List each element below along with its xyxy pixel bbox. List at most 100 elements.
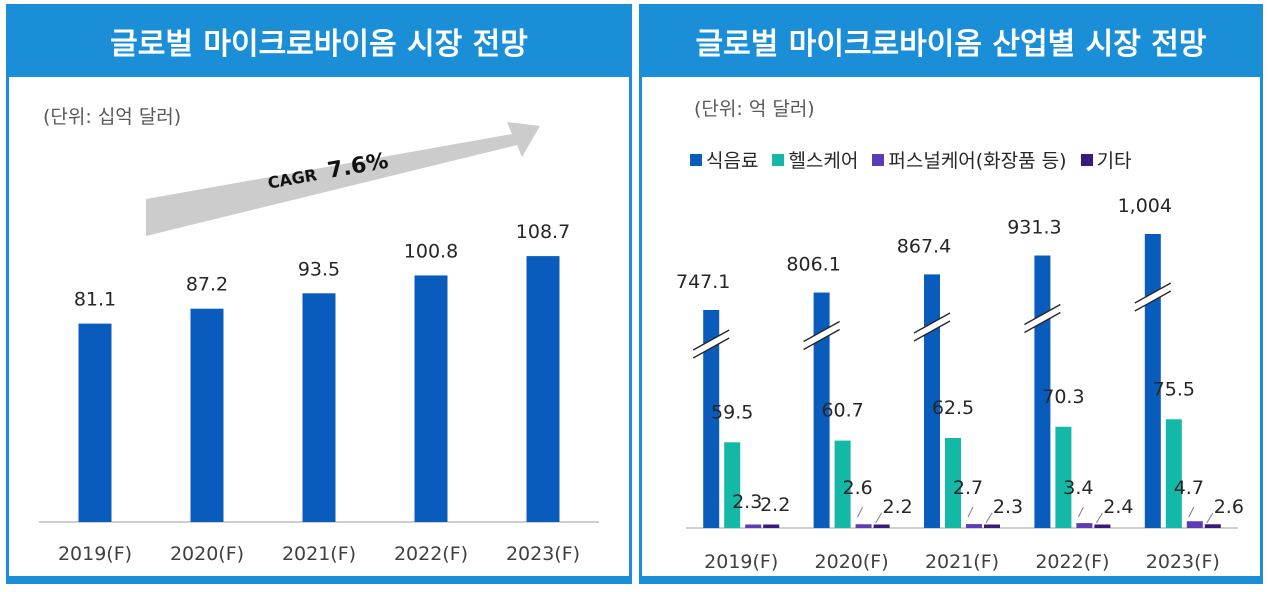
bar-chart-right: 747.159.52.32.22019(F)806.160.72.62.2202… [676,195,1244,573]
value-label: 81.1 [74,289,116,311]
bar-기타-2022(F) [1094,524,1111,528]
cagr-arrow: CAGR 7.6% [146,122,540,236]
chart-title-left: 글로벌 마이크로바이옴 시장 전망 [9,4,629,77]
legend-item: 식음료 [690,146,758,173]
bar-헬스케어-2019(F) [724,442,741,528]
legend-item: 퍼스널케어(화장품 등) [872,146,1067,173]
bar-chart-left: CAGR 7.6% 81.1 2019(F) 87.2 2020(F) 93.5 2021… [39,122,599,565]
value-label: 100.8 [404,240,458,262]
bar-2023(F) [526,256,560,522]
value-label: 2.2 [882,496,912,518]
bar-퍼스널케어(화장품 등)-2020(F) [855,524,872,528]
x-tick-label: 2019(F) [704,551,778,573]
legend-label: 퍼스널케어(화장품 등) [888,150,1067,172]
axis-break-line [1134,290,1172,312]
leader-line [1095,512,1103,524]
legend-swatch [690,153,702,166]
bar-퍼스널케어(화장품 등)-2019(F) [745,524,762,528]
axis-break-line [913,312,951,334]
bar-기타-2019(F) [763,524,780,528]
value-label: 75.5 [1153,378,1195,400]
value-label: 931.3 [1007,217,1061,239]
value-label: 2.4 [1103,496,1133,518]
bar-2021(F) [302,293,336,522]
axis-break-line [803,320,840,343]
x-tick-label: 2023(F) [1146,551,1220,573]
cagr-label-value: 7.6% [326,149,390,184]
bar-기타-2023(F) [1204,524,1221,528]
axis-break-line [692,329,730,351]
leader-line [1206,512,1214,524]
leader-line [857,506,864,518]
value-label: 2.3 [732,491,762,513]
legend-item: 기타 [1080,146,1132,173]
bar-헬스케어-2022(F) [1055,426,1072,528]
x-tick-label: 2019(F) [58,543,132,565]
x-tick-label: 2023(F) [506,543,580,565]
legend-label: 기타 [1096,150,1132,172]
bar-2020(F) [190,308,224,522]
value-label: 60.7 [821,400,863,422]
bar-식음료-2023(F) [1144,234,1161,528]
value-label: 3.4 [1063,477,1093,499]
value-label: 62.5 [932,397,974,419]
axis-break-gap [691,330,731,358]
legend-item: 헬스케어 [772,146,858,173]
bar-식음료-2021(F) [924,274,940,528]
bar-2022(F) [414,275,448,522]
leader-line [1077,506,1084,518]
bar-퍼스널케어(화장품 등)-2023(F) [1186,521,1203,528]
bar-2019(F) [78,323,112,522]
bar-헬스케어-2023(F) [1165,419,1182,528]
bar-퍼스널케어(화장품 등)-2021(F) [966,524,982,528]
value-label: 867.4 [897,235,951,257]
legend-label: 식음료 [706,150,759,172]
x-tick-label: 2021(F) [282,543,356,565]
x-tick-label: 2022(F) [394,543,468,565]
value-label: 93.5 [298,258,340,280]
legend-swatch [1080,153,1093,166]
value-label: 70.3 [1042,386,1084,408]
value-label: 2.7 [953,477,983,499]
value-label: 87.2 [186,274,228,296]
axis-break-line [803,328,840,351]
axis-break-line [692,337,730,359]
value-label: 1,004 [1118,195,1172,217]
value-label: 59.5 [711,401,753,423]
legend-swatch [872,153,885,166]
axis-break-line [1024,311,1061,334]
cagr-arrow-shape [146,122,540,236]
x-tick-label: 2022(F) [1035,551,1109,573]
chart-panel-right: 글로벌 마이크로바이옴 산업별 시장 전망 (단위: 억 달러) 식음료 헬스케어… [639,4,1263,584]
axis-break-gap [1022,305,1063,332]
value-label: 108.7 [516,221,570,243]
legend-swatch [772,153,785,166]
leader-line [1188,506,1195,518]
legend: 식음료 헬스케어 퍼스널케어(화장품 등) 기타 [690,146,1132,173]
leader-line [967,506,974,518]
bar-헬스케어-2020(F) [834,440,851,528]
value-label: 4.7 [1174,477,1204,499]
value-label: 2.3 [993,496,1023,518]
unit-label-left: (단위: 십억 달러) [43,106,182,128]
value-label: 806.1 [786,254,840,276]
bar-퍼스널케어(화장품 등)-2022(F) [1076,523,1093,528]
axis-break-gap [912,313,952,341]
axis-break-gap [801,322,842,349]
unit-label-right: (단위: 억 달러) [694,98,815,120]
value-label: 2.6 [842,477,872,499]
axis-break-line [1134,282,1172,304]
legend-label: 헬스케어 [788,150,859,172]
bar-식음료-2019(F) [703,310,720,528]
x-tick-label: 2020(F) [170,543,244,565]
value-label: 747.1 [676,271,730,293]
axis-break-gap [1133,283,1173,311]
chart-title-right: 글로벌 마이크로바이옴 산업별 시장 전망 [642,4,1260,77]
leader-line [985,512,993,524]
axis-break-line [1024,303,1061,326]
bar-식음료-2020(F) [813,292,830,528]
bar-헬스케어-2021(F) [945,438,961,528]
leader-line [875,512,883,524]
value-label: 2.2 [760,494,790,516]
bar-기타-2021(F) [984,524,1000,528]
